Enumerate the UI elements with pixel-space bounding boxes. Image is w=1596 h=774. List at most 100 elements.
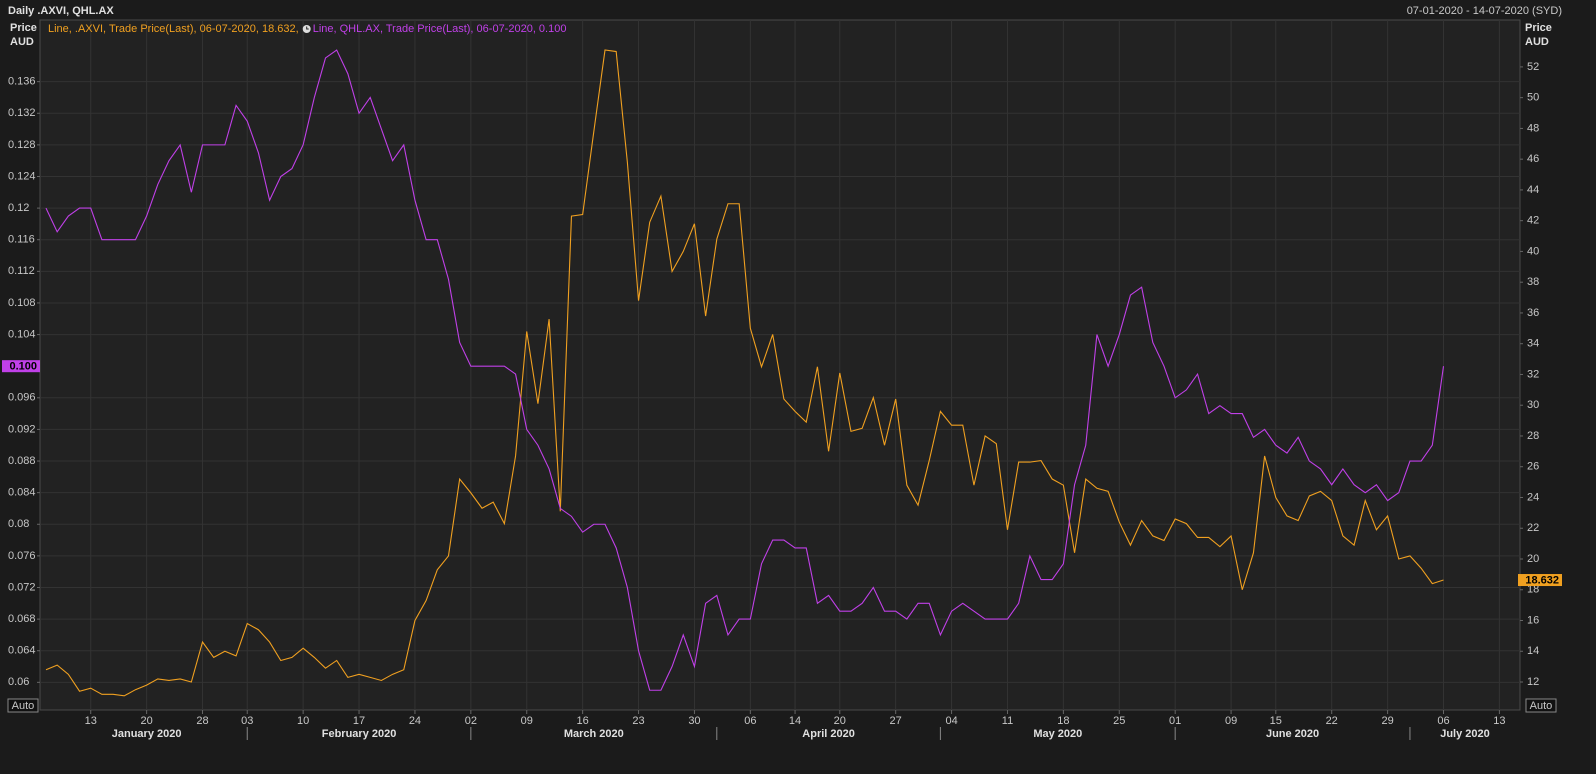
- x-tick-label: 18: [1057, 715, 1069, 727]
- y2-tick-label: 46: [1527, 153, 1539, 165]
- y2-tick-label: 44: [1527, 184, 1539, 196]
- x-tick-label: 20: [834, 715, 846, 727]
- y2-tick-label: 28: [1527, 430, 1539, 442]
- chart-title: Daily .AXVI, QHL.AX: [8, 5, 114, 17]
- x-tick-label: 29: [1381, 715, 1393, 727]
- last-value-label: 18.632: [1525, 574, 1559, 586]
- y-tick-label: 0.132: [8, 107, 36, 119]
- y2-tick-label: 30: [1527, 399, 1539, 411]
- y2-tick-label: 22: [1527, 522, 1539, 534]
- y2-tick-label: 18: [1527, 584, 1539, 596]
- last-value-badge: [2, 360, 40, 373]
- x-tick-label: 10: [297, 715, 309, 727]
- x-tick-label: 16: [577, 715, 589, 727]
- y2-tick-label: 50: [1527, 92, 1539, 104]
- y-tick-label: 0.08: [8, 518, 29, 530]
- x-tick-label: 23: [632, 715, 644, 727]
- auto-button-frame[interactable]: [7, 698, 39, 713]
- y-axis-title: Price: [10, 22, 37, 34]
- plot-area: [39, 19, 1521, 711]
- y2-tick-label: 24: [1527, 491, 1539, 503]
- auto-button-frame[interactable]: [1525, 698, 1557, 713]
- legend-entry: Line, QHL.AX, Trade Price(Last), 06-07-2…: [313, 23, 567, 35]
- y-tick-label: 0.116: [8, 234, 35, 246]
- x-tick-label: 02: [465, 715, 477, 727]
- y2-tick-label: 26: [1527, 461, 1539, 473]
- x-tick-label: 30: [688, 715, 700, 727]
- legend-entry: Line, .AXVI, Trade Price(Last), 06-07-20…: [48, 23, 299, 35]
- x-tick-label: 25: [1113, 715, 1125, 727]
- y-tick-label: 0.124: [8, 170, 36, 182]
- month-label: January 2020: [112, 728, 182, 740]
- grid: [40, 20, 1520, 710]
- y-tick-label: 0.108: [8, 297, 36, 309]
- y2-tick-label: 38: [1527, 276, 1539, 288]
- y-tick-label: 0.136: [8, 76, 36, 88]
- x-tick-label: 01: [1169, 715, 1181, 727]
- y2-tick-label: 20: [1527, 553, 1539, 565]
- y2-tick-label: 12: [1527, 676, 1539, 688]
- y-tick-label: 0.072: [8, 581, 36, 593]
- y2-tick-label: 52: [1527, 61, 1539, 73]
- y-axis-title: AUD: [10, 36, 34, 48]
- auto-button-label[interactable]: Auto: [1530, 700, 1553, 712]
- x-tick-label: 14: [789, 715, 801, 727]
- last-value-label: 0.100: [9, 361, 37, 373]
- y2-tick-label: 32: [1527, 368, 1539, 380]
- y-tick-label: 0.076: [8, 550, 36, 562]
- date-range: 07-01-2020 - 14-07-2020 (SYD): [1407, 5, 1562, 17]
- month-label: March 2020: [564, 728, 624, 740]
- auto-button[interactable]: Auto: [1525, 698, 1557, 713]
- x-tick-label: 27: [890, 715, 902, 727]
- x-tick-label: 04: [945, 715, 957, 727]
- y2-tick-label: 16: [1527, 614, 1539, 626]
- y2-tick-label: 36: [1527, 307, 1539, 319]
- auto-button-label[interactable]: Auto: [12, 700, 35, 712]
- y2-tick-label: 14: [1527, 645, 1539, 657]
- y-tick-label: 0.104: [8, 328, 36, 340]
- y-tick-label: 0.112: [8, 265, 35, 277]
- x-tick-label: 11: [1002, 715, 1013, 727]
- x-tick-label: 15: [1270, 715, 1282, 727]
- y-tick-label: 0.064: [8, 645, 36, 657]
- y2-axis-title: AUD: [1525, 36, 1549, 48]
- month-label: May 2020: [1033, 728, 1082, 740]
- series-line: [45, 49, 1444, 697]
- x-tick-label: 06: [744, 715, 756, 727]
- month-label: April 2020: [802, 728, 855, 740]
- y-tick-label: 0.096: [8, 392, 36, 404]
- y-tick-label: 0.06: [8, 676, 29, 688]
- x-tick-label: 13: [85, 715, 97, 727]
- legend-clock-hands: [306, 26, 309, 30]
- x-tick-label: 17: [353, 715, 365, 727]
- y-tick-label: 0.092: [8, 423, 36, 435]
- lines: [45, 49, 1445, 697]
- month-label: February 2020: [322, 728, 397, 740]
- legend: Line, .AXVI, Trade Price(Last), 06-07-20…: [48, 23, 566, 35]
- x-tick-label: 03: [241, 715, 253, 727]
- y2-tick-label: 34: [1527, 338, 1539, 350]
- auto-button[interactable]: Auto: [7, 698, 39, 713]
- y-tick-label: 0.128: [8, 139, 36, 151]
- x-tick-label: 22: [1326, 715, 1338, 727]
- x-tick-label: 24: [409, 715, 421, 727]
- y2-tick-label: 40: [1527, 245, 1539, 257]
- y2-tick-label: 42: [1527, 215, 1539, 227]
- x-tick-label: 09: [521, 715, 533, 727]
- y-tick-label: 0.084: [8, 487, 36, 499]
- y-tick-label: 0.088: [8, 455, 36, 467]
- y-tick-label: 0.12: [8, 202, 29, 214]
- x-tick-label: 09: [1225, 715, 1237, 727]
- x-tick-label: 06: [1437, 715, 1449, 727]
- x-tick-label: 13: [1493, 715, 1505, 727]
- y2-tick-label: 48: [1527, 122, 1539, 134]
- month-label: June 2020: [1266, 728, 1319, 740]
- month-label: July 2020: [1440, 728, 1490, 740]
- y2-axis-title: Price: [1525, 22, 1552, 34]
- series-line: [45, 49, 1445, 691]
- x-tick-label: 20: [140, 715, 152, 727]
- y-tick-label: 0.068: [8, 613, 36, 625]
- x-tick-label: 28: [196, 715, 208, 727]
- last-value-badge: [1518, 574, 1562, 587]
